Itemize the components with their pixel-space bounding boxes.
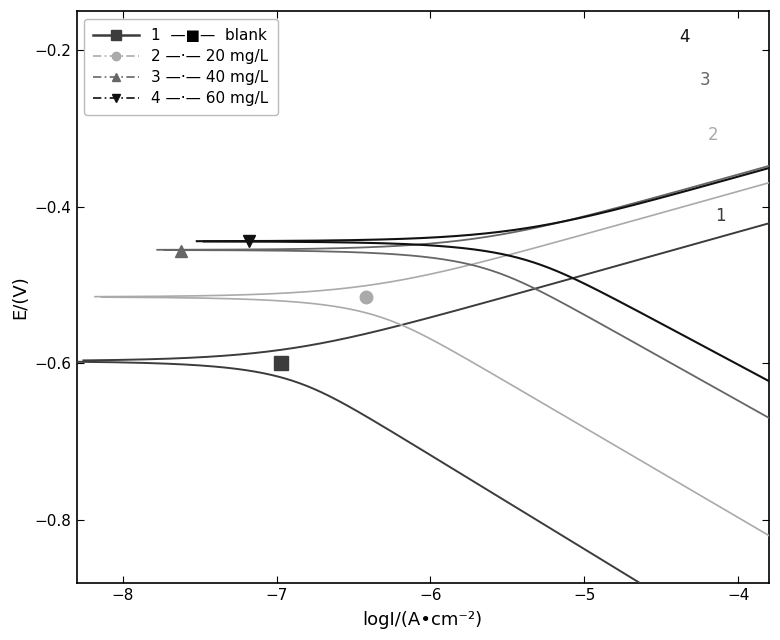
- Text: 4: 4: [679, 28, 690, 47]
- Text: 2: 2: [707, 126, 718, 144]
- Y-axis label: E/(V): E/(V): [11, 275, 29, 319]
- Text: 3: 3: [700, 72, 711, 90]
- Text: 1: 1: [715, 207, 725, 225]
- Legend: 1  —■—  blank, 2 —·— 20 mg/L, 3 —·— 40 mg/L, 4 —·— 60 mg/L: 1 —■— blank, 2 —·— 20 mg/L, 3 —·— 40 mg/…: [84, 19, 278, 115]
- X-axis label: logI/(A•cm⁻²): logI/(A•cm⁻²): [363, 611, 483, 629]
